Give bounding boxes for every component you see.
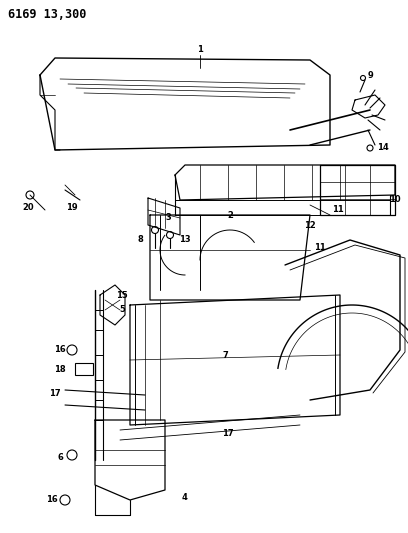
Text: 7: 7 xyxy=(222,351,228,359)
Text: 17: 17 xyxy=(222,429,234,438)
Text: 20: 20 xyxy=(22,204,34,213)
Text: 6: 6 xyxy=(57,453,63,462)
Text: 13: 13 xyxy=(179,236,191,245)
Text: 5: 5 xyxy=(119,305,125,314)
Text: 3: 3 xyxy=(165,214,171,222)
Text: 8: 8 xyxy=(137,236,143,245)
Text: 6169 13,300: 6169 13,300 xyxy=(8,8,86,21)
Text: 4: 4 xyxy=(182,494,188,503)
Text: 11: 11 xyxy=(332,206,344,214)
Text: 10: 10 xyxy=(389,196,401,205)
Bar xyxy=(75,363,93,375)
Text: 15: 15 xyxy=(116,290,128,300)
Text: 17: 17 xyxy=(49,389,61,398)
Text: 11: 11 xyxy=(314,244,326,253)
Text: 2: 2 xyxy=(227,211,233,220)
Text: 1: 1 xyxy=(197,45,203,54)
Text: 19: 19 xyxy=(66,204,78,213)
Text: 14: 14 xyxy=(377,143,389,152)
Text: 16: 16 xyxy=(54,345,66,354)
Text: 12: 12 xyxy=(304,221,316,230)
Text: 9: 9 xyxy=(367,70,373,79)
Text: 16: 16 xyxy=(46,496,58,505)
Text: 18: 18 xyxy=(54,366,66,375)
